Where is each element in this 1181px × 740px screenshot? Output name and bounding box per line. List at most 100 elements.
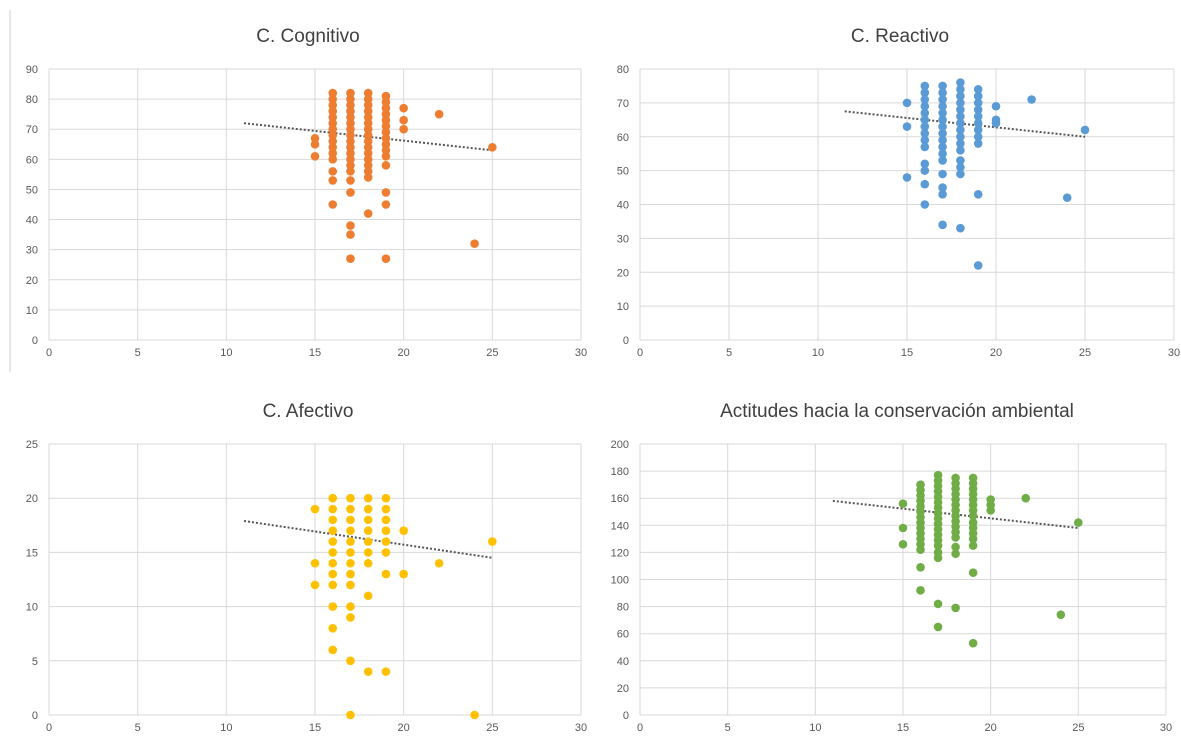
y-tick-label: 60 xyxy=(617,629,629,641)
data-point xyxy=(920,95,930,104)
data-point xyxy=(1056,610,1066,620)
y-tick-label: 180 xyxy=(611,466,629,478)
data-point xyxy=(381,493,391,503)
data-point xyxy=(346,613,355,622)
chart-cognitivo: C. Cognitivo 0 10 20 30 40 50 60 70 80 90 0 5 10 15 20 2… xyxy=(26,26,587,359)
x-tick-label: 30 xyxy=(1160,722,1172,734)
data-point xyxy=(920,115,930,125)
chart-title-reactivo: C. Reactivo xyxy=(851,26,949,47)
data-point xyxy=(920,179,930,189)
y-tick-label: 120 xyxy=(611,547,629,559)
x-tick-label: 30 xyxy=(575,722,587,734)
data-point xyxy=(346,548,355,557)
data-point xyxy=(898,523,908,533)
data-point xyxy=(968,568,978,578)
data-point xyxy=(363,106,373,116)
data-point xyxy=(920,142,930,152)
data-point xyxy=(381,200,391,209)
data-point xyxy=(956,146,965,155)
y-tick-label: 40 xyxy=(26,215,38,227)
x-tick-label: 25 xyxy=(1072,722,1084,734)
y-tick-label: 70 xyxy=(617,98,629,110)
y-tick-label: 140 xyxy=(611,520,629,532)
y-tick-label: 80 xyxy=(617,64,629,76)
x-tick-label: 15 xyxy=(897,722,909,734)
data-point xyxy=(346,100,355,110)
data-point xyxy=(328,200,338,209)
chart-title-afectivo: C. Afectivo xyxy=(263,401,354,422)
data-point xyxy=(399,103,408,113)
data-point xyxy=(310,139,320,149)
data-point xyxy=(381,569,391,579)
data-point xyxy=(938,101,947,111)
data-point xyxy=(938,129,947,138)
data-point xyxy=(973,91,983,101)
data-point xyxy=(363,591,373,601)
data-point xyxy=(938,183,947,192)
data-point xyxy=(938,115,947,125)
data-point xyxy=(328,526,338,536)
y-tick-label: 10 xyxy=(617,301,629,313)
data-point xyxy=(363,515,373,525)
data-point xyxy=(381,109,391,119)
data-point xyxy=(381,548,391,557)
data-point xyxy=(328,623,338,633)
x-tick-label: 20 xyxy=(398,347,410,359)
data-point xyxy=(381,91,391,101)
x-tick-label: 20 xyxy=(990,347,1002,359)
data-point xyxy=(968,638,978,648)
y-tick-label: 90 xyxy=(26,64,38,76)
data-point xyxy=(968,541,978,550)
data-point xyxy=(381,133,391,143)
x-tick-label: 20 xyxy=(398,722,410,734)
x-tick-label: 15 xyxy=(901,347,913,359)
x-tick-label: 5 xyxy=(726,347,732,359)
data-point xyxy=(381,667,391,676)
data-point xyxy=(973,190,983,199)
data-point xyxy=(973,85,983,94)
trendline-actitudes xyxy=(832,499,1079,530)
data-point xyxy=(956,223,965,233)
y-tick-label: 40 xyxy=(617,656,629,668)
data-point xyxy=(920,108,930,118)
data-point xyxy=(328,569,338,579)
data-point xyxy=(328,645,338,655)
y-tick-label: 40 xyxy=(617,200,629,212)
data-point xyxy=(363,155,373,164)
data-point xyxy=(956,105,965,114)
data-point xyxy=(916,545,925,554)
data-point xyxy=(956,85,965,94)
y-tick-label: 0 xyxy=(32,710,38,722)
data-point xyxy=(346,526,355,536)
data-point xyxy=(920,200,930,209)
x-tick-label: 5 xyxy=(725,722,731,734)
data-point xyxy=(363,173,373,182)
data-point xyxy=(346,558,355,568)
data-point xyxy=(363,526,373,536)
data-point xyxy=(328,580,338,590)
data-point xyxy=(973,139,983,148)
data-point xyxy=(328,112,338,122)
data-point xyxy=(346,167,355,176)
data-point xyxy=(381,161,391,170)
data-point xyxy=(363,209,373,218)
data-point xyxy=(933,541,943,550)
data-point xyxy=(956,118,965,128)
data-point xyxy=(956,139,965,148)
data-point xyxy=(1062,193,1072,203)
data-point xyxy=(1074,518,1083,527)
x-tick-label: 30 xyxy=(575,347,587,359)
data-point xyxy=(363,100,373,110)
data-point xyxy=(310,152,320,161)
data-point xyxy=(363,118,373,128)
data-point xyxy=(381,537,391,546)
data-point xyxy=(938,135,947,145)
data-point xyxy=(381,127,391,137)
data-point xyxy=(951,542,960,552)
data-point xyxy=(933,553,943,563)
data-point xyxy=(956,98,965,108)
data-point xyxy=(363,124,373,134)
y-tick-label: 0 xyxy=(623,710,629,722)
data-point xyxy=(381,146,391,155)
